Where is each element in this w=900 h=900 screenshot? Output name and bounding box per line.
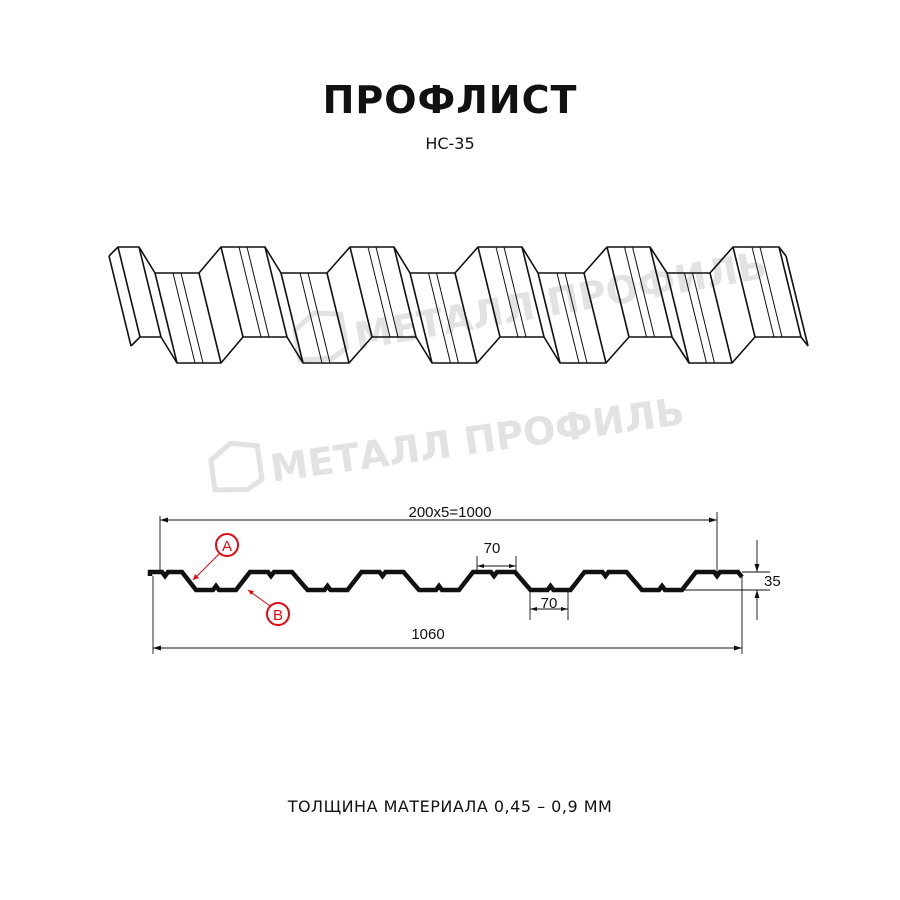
marker-b: B <box>247 589 290 626</box>
sheet-fold-line <box>117 246 141 338</box>
sheet-rib-line <box>436 272 459 364</box>
marker-b-label: B <box>273 607 283 624</box>
sheet-rib-line <box>556 272 580 364</box>
width-label: 1060 <box>411 626 444 643</box>
sheet-rib-line <box>503 246 527 338</box>
sheet-fold-line <box>138 246 162 338</box>
sheet-rib-line <box>246 246 270 338</box>
watermark-text: МЕТАЛЛ ПРОФИЛЬ <box>351 243 770 359</box>
sheet-rib-line <box>428 272 451 364</box>
dimensions <box>152 512 770 654</box>
material-thickness: ТОЛЩИНА МАТЕРИАЛА 0,45 – 0,9 ММ <box>287 797 613 816</box>
sheet-fold-line <box>349 246 373 338</box>
sheet-rib-line <box>632 246 655 338</box>
sheet-fold-line <box>454 272 478 364</box>
sheet-fold-line <box>409 272 433 364</box>
pitch-label: 200x5=1000 <box>409 504 492 521</box>
marker-a-label: A <box>222 538 232 555</box>
sheet-fold-line <box>537 272 561 364</box>
sheet-rib-line <box>367 246 391 338</box>
watermark-logo-icon <box>208 440 265 493</box>
sheet-rib-line <box>495 246 519 338</box>
watermark-2: МЕТАЛЛ ПРОФИЛЬ <box>208 389 687 493</box>
height-label: 35 <box>764 573 781 590</box>
watermark-text: МЕТАЛЛ ПРОФИЛЬ <box>268 389 687 491</box>
bottom-flat-label: 70 <box>541 595 558 612</box>
sheet-fold-line <box>198 272 222 364</box>
sheet-fold-line <box>280 272 304 364</box>
sheet-fold-line <box>709 272 733 364</box>
sheet-rib-line <box>684 272 707 364</box>
top-flat-label: 70 <box>484 540 501 557</box>
sheet-rib-line <box>238 246 262 338</box>
sheet-fold-line <box>521 246 545 338</box>
page-title: ПРОФЛИСТ <box>322 78 578 122</box>
sheet-fold-line <box>785 255 809 347</box>
sheet-rib-line <box>172 272 196 364</box>
sheet-fold-line <box>649 246 673 338</box>
sheet-fold-line <box>477 246 501 338</box>
sheet-fold-line <box>583 272 607 364</box>
sheet-rib-line <box>759 246 783 338</box>
sheet-rib-line <box>751 246 775 338</box>
sheet-rib-line <box>375 246 399 338</box>
marker-a: A <box>192 533 239 581</box>
dimension-arrows <box>153 517 760 651</box>
sheet-fold-line <box>108 255 132 347</box>
profile-model: НС-35 <box>425 134 475 153</box>
sheet-rib-line <box>564 272 588 364</box>
profile-section <box>147 569 744 593</box>
sheet-rib-line <box>299 272 323 364</box>
sheet-fold-line <box>666 272 690 364</box>
sheet-fold-line <box>606 246 630 338</box>
sheet-rib-line <box>307 272 331 364</box>
sheet-front-edge <box>130 336 809 364</box>
sheet-back-edge <box>108 246 787 274</box>
sheet-rib-line <box>692 272 715 364</box>
sheet-rib-line <box>624 246 647 338</box>
sheet-fold-line <box>154 272 178 364</box>
sheet-fold-line <box>732 246 756 338</box>
sheet-fold-line <box>393 246 417 338</box>
sheet-fold-line <box>220 246 244 338</box>
sheet-fold-line <box>264 246 288 338</box>
sheet-perspective <box>108 246 809 364</box>
sheet-fold-line <box>326 272 350 364</box>
sheet-rib-line <box>180 272 204 364</box>
sheet-fold-line <box>778 246 802 338</box>
